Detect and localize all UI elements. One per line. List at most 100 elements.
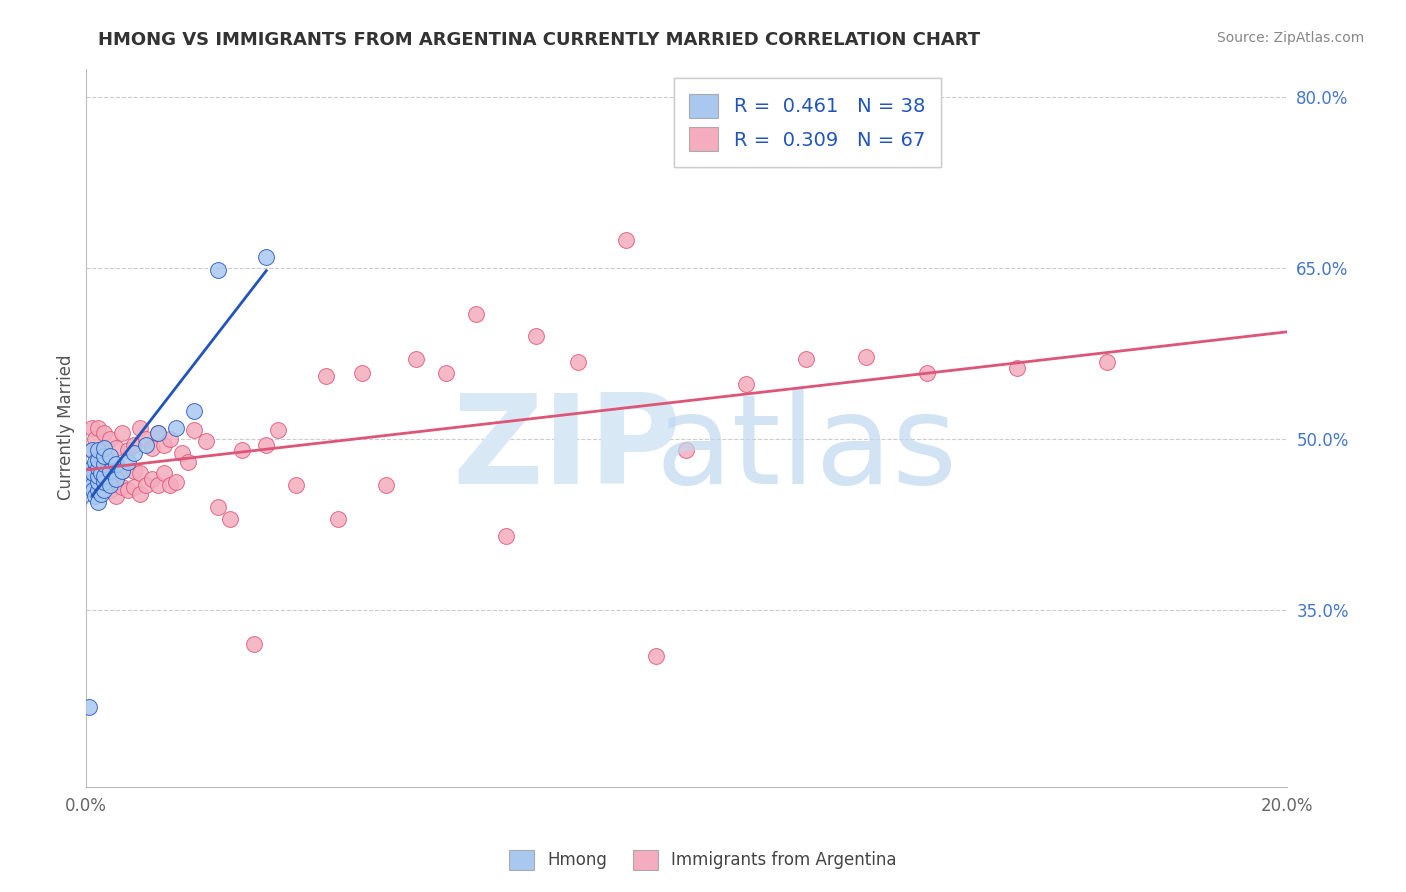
Point bbox=[267, 423, 290, 437]
Point bbox=[98, 483, 121, 498]
Point bbox=[616, 233, 638, 247]
Point bbox=[111, 464, 134, 478]
Point bbox=[285, 477, 308, 491]
Point bbox=[159, 477, 181, 491]
Point bbox=[93, 455, 115, 469]
Point bbox=[82, 443, 104, 458]
Point bbox=[405, 352, 427, 367]
Point bbox=[98, 432, 121, 446]
Point bbox=[111, 480, 134, 494]
Point bbox=[87, 495, 110, 509]
Point bbox=[434, 366, 457, 380]
Point bbox=[183, 403, 205, 417]
Point bbox=[124, 480, 146, 494]
Point bbox=[82, 477, 104, 491]
Text: HMONG VS IMMIGRANTS FROM ARGENTINA CURRENTLY MARRIED CORRELATION CHART: HMONG VS IMMIGRANTS FROM ARGENTINA CURRE… bbox=[98, 31, 980, 49]
Point bbox=[172, 446, 194, 460]
Point bbox=[796, 352, 818, 367]
Point bbox=[84, 489, 107, 503]
Point bbox=[87, 483, 110, 498]
Point bbox=[135, 477, 157, 491]
Point bbox=[231, 443, 253, 458]
Point bbox=[375, 477, 398, 491]
Point bbox=[105, 489, 128, 503]
Y-axis label: Currently Married: Currently Married bbox=[58, 355, 75, 500]
Point bbox=[111, 464, 134, 478]
Point bbox=[87, 420, 110, 434]
Point bbox=[117, 443, 139, 458]
Point bbox=[80, 472, 103, 486]
Legend: R =  0.461   N = 38, R =  0.309   N = 67: R = 0.461 N = 38, R = 0.309 N = 67 bbox=[673, 78, 941, 167]
Point bbox=[195, 434, 218, 449]
Point bbox=[90, 467, 112, 481]
Point bbox=[87, 443, 110, 458]
Point bbox=[141, 441, 163, 455]
Point bbox=[87, 449, 110, 463]
Point bbox=[82, 420, 104, 434]
Point bbox=[183, 423, 205, 437]
Point bbox=[315, 369, 337, 384]
Point bbox=[254, 250, 277, 264]
Point bbox=[105, 441, 128, 455]
Point bbox=[567, 354, 589, 368]
Point bbox=[98, 464, 121, 478]
Point bbox=[135, 438, 157, 452]
Point bbox=[93, 483, 115, 498]
Point bbox=[148, 477, 170, 491]
Point bbox=[117, 455, 139, 469]
Point bbox=[141, 472, 163, 486]
Point bbox=[87, 460, 110, 475]
Point bbox=[328, 512, 350, 526]
Point bbox=[129, 487, 152, 501]
Point bbox=[159, 432, 181, 446]
Point bbox=[855, 350, 877, 364]
Point bbox=[93, 426, 115, 441]
Point bbox=[124, 464, 146, 478]
Point bbox=[148, 426, 170, 441]
Point bbox=[98, 477, 121, 491]
Point bbox=[87, 468, 110, 483]
Point bbox=[93, 475, 115, 490]
Point bbox=[148, 426, 170, 441]
Point bbox=[243, 637, 266, 651]
Point bbox=[165, 475, 187, 490]
Text: atlas: atlas bbox=[655, 389, 957, 509]
Point bbox=[105, 457, 128, 471]
Point bbox=[87, 467, 110, 481]
Point bbox=[526, 329, 548, 343]
Text: ZIP: ZIP bbox=[453, 389, 681, 509]
Point bbox=[177, 455, 200, 469]
Point bbox=[153, 467, 176, 481]
Point bbox=[207, 263, 229, 277]
Point bbox=[93, 449, 115, 463]
Point bbox=[82, 460, 104, 475]
Point bbox=[1095, 354, 1118, 368]
Point bbox=[352, 366, 374, 380]
Point bbox=[105, 468, 128, 483]
Text: Source: ZipAtlas.com: Source: ZipAtlas.com bbox=[1216, 31, 1364, 45]
Point bbox=[90, 487, 112, 501]
Point bbox=[82, 467, 104, 481]
Point bbox=[465, 307, 488, 321]
Point bbox=[84, 432, 107, 446]
Point bbox=[98, 464, 121, 478]
Point bbox=[129, 420, 152, 434]
Point bbox=[915, 366, 938, 380]
Point bbox=[153, 438, 176, 452]
Point bbox=[98, 449, 121, 463]
Point bbox=[124, 438, 146, 452]
Point bbox=[105, 472, 128, 486]
Point bbox=[87, 452, 110, 467]
Point bbox=[735, 377, 758, 392]
Point bbox=[1005, 361, 1028, 376]
Point bbox=[117, 483, 139, 498]
Point bbox=[93, 457, 115, 471]
Point bbox=[207, 500, 229, 515]
Point bbox=[84, 455, 107, 469]
Point bbox=[675, 443, 697, 458]
Point bbox=[93, 441, 115, 455]
Point bbox=[87, 475, 110, 490]
Point bbox=[254, 438, 277, 452]
Legend: Hmong, Immigrants from Argentina: Hmong, Immigrants from Argentina bbox=[503, 843, 903, 877]
Point bbox=[124, 446, 146, 460]
